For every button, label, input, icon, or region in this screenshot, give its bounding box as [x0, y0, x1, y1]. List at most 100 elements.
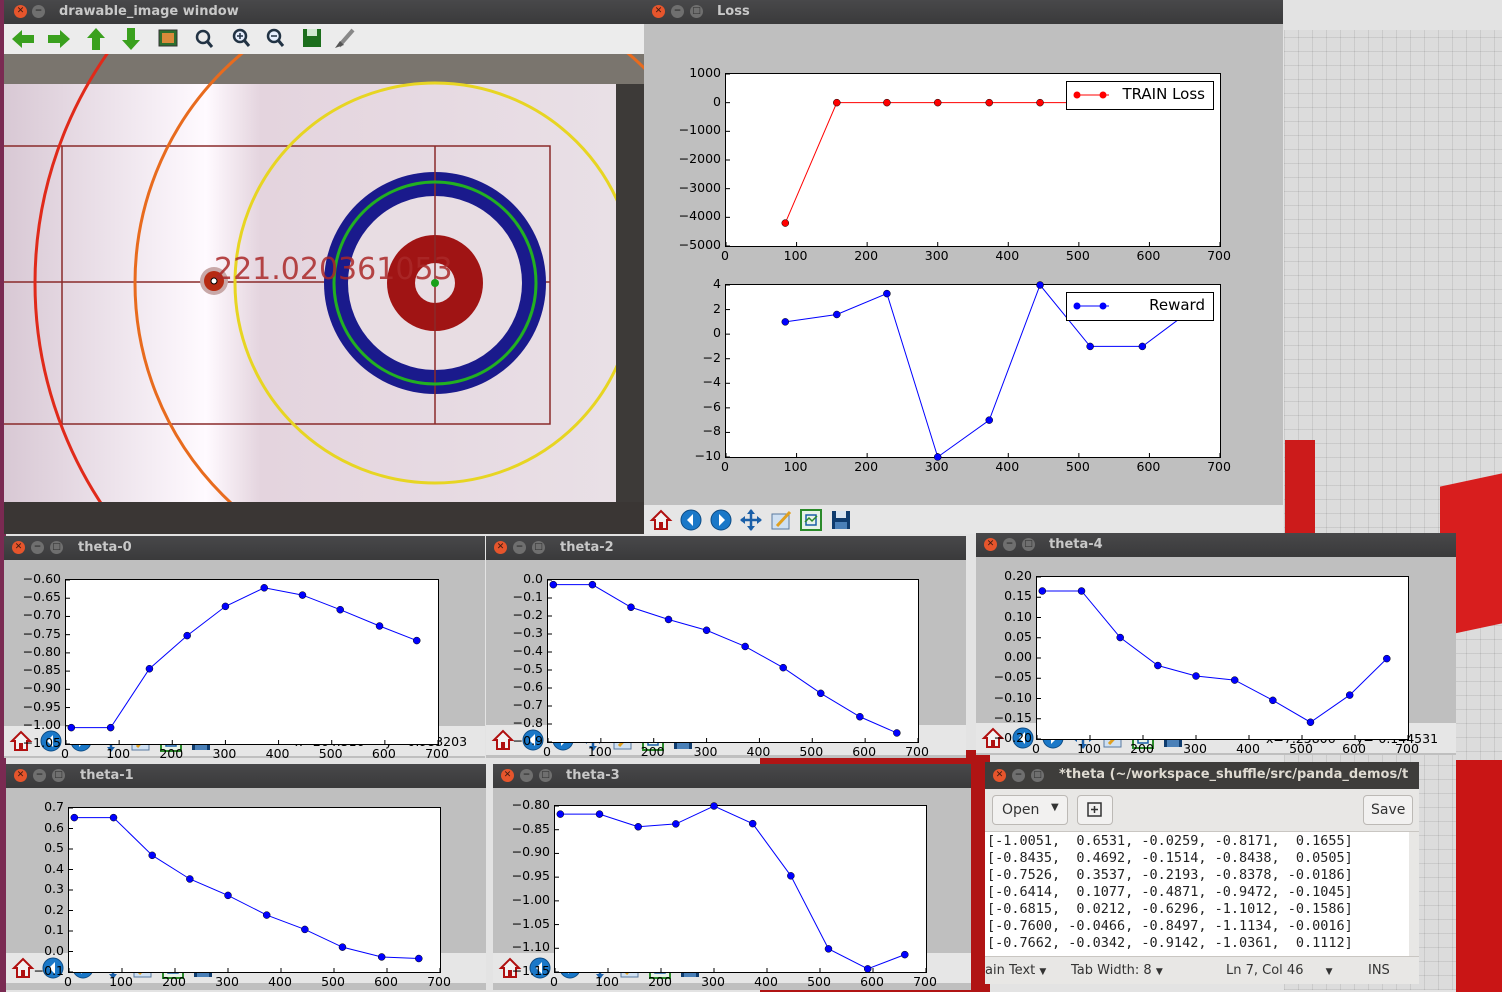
y-tick-label: 0	[713, 325, 721, 341]
save-label: Save	[1371, 802, 1406, 818]
window-title: Loss	[717, 4, 750, 19]
close-icon[interactable]: ✕	[494, 541, 507, 554]
camera-titlebar: ✕ − drawable_image window	[4, 0, 644, 24]
syntax-selector[interactable]: ain Text ▼	[985, 963, 1046, 978]
window-title: theta-3	[566, 768, 620, 783]
back-button[interactable]	[41, 956, 65, 980]
minimize-icon[interactable]: −	[33, 769, 46, 782]
theta1-plot-area[interactable]	[68, 807, 441, 973]
data-point	[1230, 676, 1239, 684]
brush-icon[interactable]	[335, 28, 355, 48]
arrow-right-icon[interactable]	[48, 30, 70, 48]
maximize-icon[interactable]: □	[1022, 538, 1035, 551]
maximize-icon[interactable]: □	[1031, 769, 1044, 782]
pan-icon-shape	[740, 516, 745, 524]
reward-plot-area[interactable]: Reward	[725, 281, 1221, 461]
zoom-out-icon[interactable]	[266, 28, 285, 47]
minimize-icon[interactable]: −	[32, 5, 45, 18]
legend-swatch	[1073, 91, 1109, 99]
data-point	[301, 925, 309, 934]
minimize-icon[interactable]: −	[513, 541, 526, 554]
close-icon[interactable]: ✕	[501, 769, 514, 782]
home-icon-shape	[991, 740, 995, 747]
image-icon[interactable]	[158, 29, 178, 47]
maximize-icon[interactable]: □	[52, 769, 65, 782]
pan-button[interactable]	[739, 508, 763, 532]
data-point	[338, 943, 347, 951]
arrow-up-icon[interactable]	[87, 28, 105, 50]
back-button[interactable]	[39, 729, 63, 753]
home-button[interactable]	[649, 508, 673, 532]
arrow-down-icon[interactable]	[122, 28, 140, 50]
maximize-icon[interactable]: □	[539, 769, 552, 782]
x-tick-label: 100	[1077, 741, 1101, 755]
camera-toolbar-icons	[12, 28, 355, 50]
theta3-plot-area[interactable]	[554, 802, 927, 973]
arrow-left-icon[interactable]	[12, 30, 34, 48]
chevron-down-icon: ▼	[1039, 967, 1047, 977]
data-point	[1345, 691, 1354, 699]
data-point	[779, 663, 787, 672]
camera-image: 221.020361053	[4, 54, 644, 534]
tab-width-label: Tab Width: 8	[1071, 963, 1152, 978]
theta2-plot-area[interactable]	[547, 579, 919, 743]
x-tick-label: 200	[640, 744, 665, 758]
theta0-plot-area[interactable]	[65, 579, 439, 745]
edit-axis-button[interactable]	[769, 508, 793, 532]
open-button[interactable]: Open ▼	[992, 795, 1068, 825]
y-tick-label: −0.4	[512, 643, 543, 658]
data-point	[856, 712, 864, 721]
x-tick-label: 0	[1032, 741, 1040, 755]
theta4-plot-area[interactable]	[1036, 576, 1409, 740]
save-button[interactable]: Save	[1363, 795, 1413, 825]
minimize-icon[interactable]: −	[1012, 769, 1025, 782]
editor-text-area[interactable]: [-1.0051, 0.6531, -0.0259, -0.8171, 0.16…	[985, 832, 1409, 956]
y-tick-label: −0.2	[512, 607, 543, 622]
x-tick-label: 300	[924, 459, 949, 474]
minimize-icon[interactable]: −	[1003, 538, 1016, 551]
zoom-in-icon[interactable]	[232, 28, 251, 47]
zoom-fit-icon[interactable]	[195, 29, 214, 48]
data-point	[1086, 342, 1094, 351]
maximize-icon[interactable]: □	[50, 541, 63, 554]
maximize-icon[interactable]: □	[532, 541, 545, 554]
save-icon[interactable]	[303, 29, 321, 47]
home-button[interactable]	[498, 956, 522, 980]
close-icon[interactable]: ✕	[984, 538, 997, 551]
editor-headerbar: Open ▼ Save	[985, 789, 1419, 832]
data-point	[186, 875, 194, 883]
home-button[interactable]	[11, 956, 35, 980]
back-button[interactable]	[528, 956, 552, 980]
home-button[interactable]	[491, 728, 515, 752]
close-icon[interactable]: ✕	[652, 5, 665, 18]
cursor-position[interactable]: Ln 7, Col 46 ▼	[1226, 963, 1333, 978]
home-button[interactable]	[981, 726, 1005, 750]
close-icon[interactable]: ✕	[12, 541, 25, 554]
x-tick-label: 400	[265, 746, 290, 758]
editor-scrollbar[interactable]	[1409, 832, 1419, 956]
y-tick-label: 0.15	[1004, 588, 1032, 604]
maximize-icon[interactable]: □	[690, 5, 703, 18]
minimize-icon[interactable]: −	[520, 769, 533, 782]
save-figure-button[interactable]	[829, 508, 853, 532]
close-icon[interactable]: ✕	[993, 769, 1006, 782]
y-tick-label: −0.90	[22, 680, 61, 696]
back-button[interactable]	[679, 508, 703, 532]
close-icon[interactable]: ✕	[14, 769, 27, 782]
forward-icon	[710, 509, 732, 531]
home-button[interactable]	[9, 729, 33, 753]
forward-button[interactable]	[709, 508, 733, 532]
back-button[interactable]	[1011, 726, 1035, 750]
new-tab-button[interactable]	[1077, 795, 1113, 825]
y-tick-label: 0.10	[1004, 608, 1032, 624]
minimize-icon[interactable]: −	[31, 541, 44, 554]
configure-subplots-button[interactable]	[799, 508, 823, 532]
close-icon[interactable]: ✕	[14, 5, 27, 18]
tab-width-selector[interactable]: Tab Width: 8 ▼	[1071, 963, 1163, 978]
back-icon	[1012, 727, 1034, 749]
back-button[interactable]	[521, 728, 545, 752]
loss-plot-area[interactable]: TRAIN Loss	[725, 73, 1221, 247]
y-tick-label: −0.20	[993, 730, 1032, 745]
minimize-icon[interactable]: −	[671, 5, 684, 18]
data-point	[224, 891, 232, 900]
